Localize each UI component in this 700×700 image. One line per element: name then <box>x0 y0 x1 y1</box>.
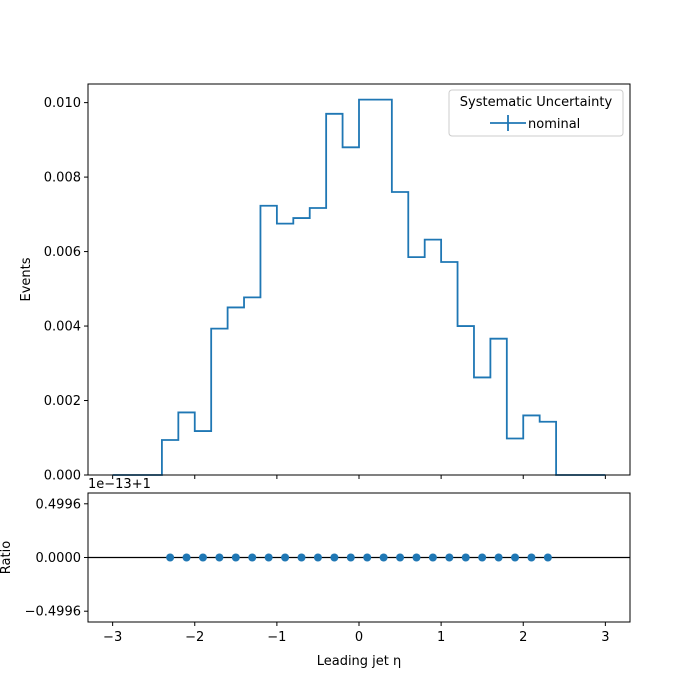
ratio-point <box>494 553 503 562</box>
ratio-point <box>264 553 273 562</box>
ratio-point <box>543 553 552 562</box>
ratio-point <box>248 553 257 562</box>
ratio-y-tick-label: 0.4996 <box>36 497 82 512</box>
ratio-point <box>396 553 405 562</box>
ratio-point <box>198 553 207 562</box>
main-y-ticks: 0.000 0.002 0.004 0.006 0.008 0.010 <box>44 96 88 484</box>
ratio-point <box>313 553 322 562</box>
x-tick-label: 0 <box>355 630 363 645</box>
ratio-point <box>215 553 224 562</box>
ratio-point <box>478 553 487 562</box>
ratio-point <box>231 553 240 562</box>
ratio-point <box>363 553 372 562</box>
main-y-tick-label: 0.000 <box>44 469 81 484</box>
ratio-point <box>527 553 536 562</box>
x-tick-label: 1 <box>437 630 445 645</box>
ratio-y-tick-label: −0.4996 <box>25 605 81 620</box>
x-axis-label: Leading jet η <box>317 654 402 669</box>
main-y-tick-label: 0.004 <box>44 320 81 335</box>
main-y-tick-label: 0.010 <box>44 96 81 111</box>
x-tick-label: 2 <box>519 630 527 645</box>
ratio-point <box>511 553 520 562</box>
main-y-axis-label: Events <box>19 257 34 301</box>
ratio-point <box>330 553 339 562</box>
ratio-offset-text: 1e−13+1 <box>88 477 151 492</box>
ratio-point <box>346 553 355 562</box>
ratio-x-ticks: −3 −2 −1 0 1 2 3 <box>103 622 610 645</box>
ratio-point <box>182 553 191 562</box>
main-panel: 0.000 0.002 0.004 0.006 0.008 0.010 Events Sy… <box>19 83 631 484</box>
x-tick-label: −1 <box>267 630 286 645</box>
main-y-tick-label: 0.002 <box>44 394 81 409</box>
ratio-point <box>297 553 306 562</box>
main-y-tick-label: 0.006 <box>44 245 81 260</box>
main-y-tick-label: 0.008 <box>44 171 81 186</box>
legend-errorbar-marker <box>490 115 526 131</box>
legend: Systematic Uncertainty nominal <box>448 89 624 137</box>
ratio-plot-frame <box>87 492 631 623</box>
legend-entry-nominal: nominal <box>528 117 580 132</box>
legend-box <box>448 89 624 137</box>
ratio-point <box>461 553 470 562</box>
ratio-y-ticks: −0.4996 0.0000 0.4996 <box>25 497 88 620</box>
ratio-points <box>166 553 552 562</box>
main-x-ticks <box>112 475 606 479</box>
ratio-point <box>166 553 175 562</box>
ratio-panel: −0.4996 0.0000 0.4996 −3 −2 −1 0 1 2 3 1e−13+1 R… <box>0 477 631 669</box>
ratio-point <box>412 553 421 562</box>
main-plot-frame <box>87 83 631 476</box>
x-tick-label: 3 <box>601 630 609 645</box>
legend-title: Systematic Uncertainty <box>460 95 613 110</box>
x-tick-label: −2 <box>185 630 204 645</box>
ratio-point <box>428 553 437 562</box>
ratio-point <box>445 553 454 562</box>
histogram-step-line <box>112 98 606 476</box>
ratio-y-tick-label: 0.0000 <box>36 551 82 566</box>
ratio-point <box>281 553 290 562</box>
ratio-y-axis-label: Ratio <box>0 541 14 574</box>
ratio-point <box>379 553 388 562</box>
x-tick-label: −3 <box>103 630 122 645</box>
